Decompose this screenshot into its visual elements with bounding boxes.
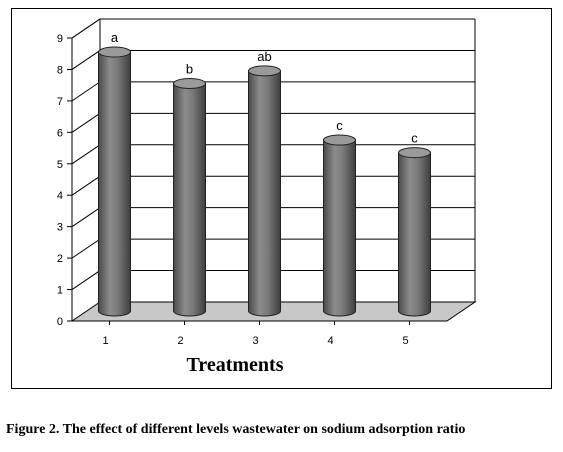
side-wall-top [71,18,101,39]
bar-top [173,77,206,89]
bar-chart: 0 1 2 3 4 5 6 7 8 9 1 a 2 b 3 ab 4 c 5 c Treatments [57,18,477,376]
x-tick-label: 1 [102,335,108,347]
y-tick-label: 5 [57,159,63,171]
x-axis-title: Treatments [186,354,283,376]
bar-body [398,152,431,317]
bar [98,46,131,317]
y-tick-label: 3 [57,222,63,234]
bar [398,147,431,317]
bar-data-label: a [111,30,119,45]
y-tick-label: 1 [57,285,63,297]
bar [248,65,281,317]
y-tick-label: 9 [57,33,63,45]
bar-data-label: ab [257,49,271,64]
gridline-side [71,81,101,102]
axes [67,37,447,325]
bar-data-label: c [336,118,343,133]
x-tick-label: 3 [252,335,258,347]
labels: 0 1 2 3 4 5 6 7 8 9 1 a 2 b 3 ab 4 c 5 c [57,30,418,347]
x-tick-label: 2 [177,335,183,347]
bar-data-label: b [186,61,193,76]
bar-body [98,51,131,317]
x-tick-label: 5 [402,335,408,347]
y-tick-label: 6 [57,127,63,139]
y-tick-label: 0 [57,316,63,328]
gridline-side [71,238,101,259]
gridline-side [71,207,101,228]
bar-top [398,147,431,159]
gridline-side [71,270,101,290]
gridline-side [71,175,101,196]
bar-data-label: c [411,131,418,146]
bar-top [98,46,131,58]
gridline-side [71,50,101,70]
bar [323,134,356,317]
bar-body [323,139,356,317]
figure-caption: Figure 2. The effect of different levels… [6,422,466,437]
y-tick-label: 4 [57,190,63,202]
gridline-side [71,144,101,165]
gridline-side [71,112,101,133]
bars [98,46,431,317]
x-tick-label: 4 [327,335,333,347]
y-tick-label: 7 [57,96,63,108]
bar-top [323,134,356,146]
y-tick-label: 2 [57,253,63,265]
bar-top [248,65,281,77]
y-tick-label: 8 [57,64,63,76]
bar-body [248,70,281,317]
bar [173,77,206,317]
bar-body [173,82,206,317]
